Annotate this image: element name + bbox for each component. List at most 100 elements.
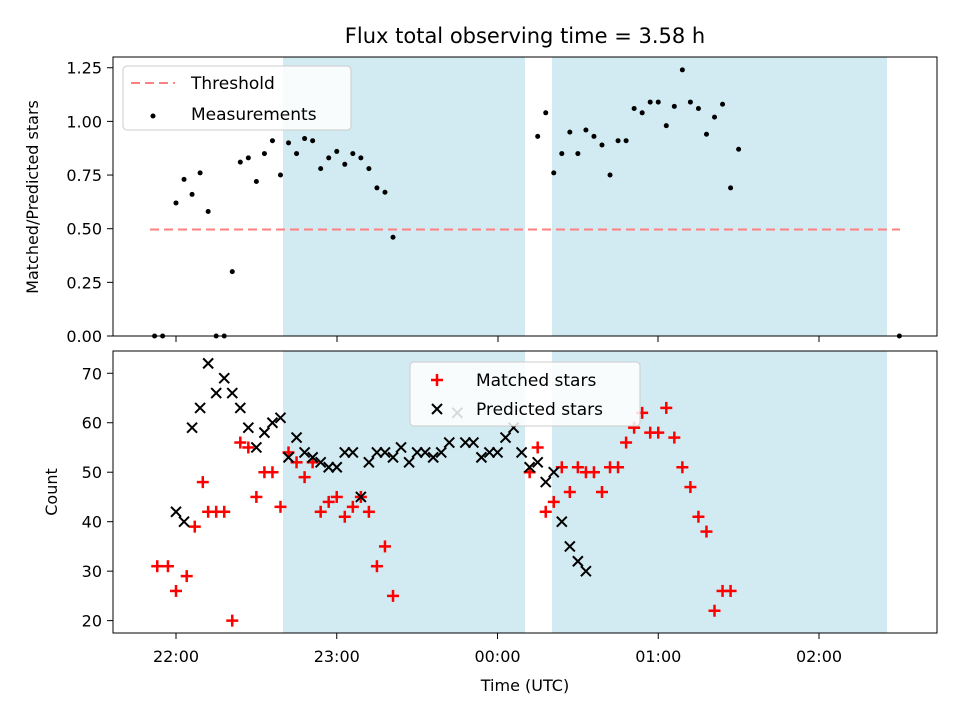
matched-point — [676, 461, 689, 474]
measurement-point — [639, 110, 645, 116]
matched-point — [266, 466, 279, 479]
matched-point — [595, 486, 608, 498]
predicted-point — [274, 412, 287, 424]
legend-measurements-swatch — [150, 113, 156, 119]
predicted-point — [475, 451, 488, 464]
predicted-point — [540, 476, 552, 488]
measurement-point — [366, 166, 372, 172]
measurement-point — [269, 138, 275, 144]
bottom-x-ticks: 22:00 23:00 00:00 01:00 02:00 — [153, 633, 842, 666]
predicted-point — [226, 387, 238, 399]
measurement-point — [695, 106, 701, 112]
measurement-point — [261, 151, 267, 157]
matched-point — [330, 490, 343, 503]
bottom-y-tick-label: 20 — [82, 612, 102, 631]
predicted-point — [298, 446, 311, 459]
top-shade-2 — [552, 57, 887, 336]
bottom-y-tick-label: 70 — [82, 364, 102, 383]
matched-point — [563, 486, 576, 498]
predicted-point — [331, 461, 343, 473]
measurement-point — [277, 172, 283, 178]
bottom-y-axis-label: Count — [42, 468, 61, 516]
top-panel: 0.00 0.25 0.50 0.75 1.00 1.25 Flux total obse… — [23, 24, 938, 346]
matched-point — [387, 589, 400, 602]
matched-point — [234, 436, 247, 449]
matched-point — [314, 505, 327, 518]
legend-predicted-label: Predicted stars — [476, 400, 603, 420]
matched-point — [250, 490, 263, 503]
matched-point — [571, 461, 584, 474]
predicted-point — [170, 506, 182, 518]
predicted-point — [186, 421, 198, 434]
predicted-point — [427, 451, 439, 464]
predicted-point — [499, 431, 512, 444]
top-y-tick-label: 0.75 — [66, 166, 102, 185]
top-axes-frame — [112, 56, 938, 337]
matched-point — [612, 461, 625, 474]
bottom-y-tick-label: 60 — [82, 414, 102, 433]
matched-point — [196, 476, 209, 489]
measurement-point — [647, 99, 653, 105]
x-axis-label: Time (UTC) — [480, 676, 569, 695]
predicted-point — [250, 441, 263, 454]
bottom-y-ticks: 20 30 40 50 60 70 — [82, 364, 113, 631]
predicted-point — [564, 540, 576, 553]
top-y-tick-label: 0.25 — [66, 273, 102, 292]
measurement-point — [189, 191, 195, 197]
matched-point — [218, 505, 231, 518]
measurement-point — [663, 123, 669, 129]
predicted-point — [379, 446, 391, 459]
matched-point — [652, 426, 665, 439]
bottom-y-tick-label: 30 — [82, 562, 102, 581]
predicted-point — [242, 421, 255, 434]
matched-point — [338, 510, 351, 523]
measurement-point — [350, 151, 356, 157]
matched-point — [531, 441, 544, 454]
measurement-point — [559, 151, 565, 157]
measurement-point — [197, 170, 203, 176]
measurement-point — [358, 155, 364, 161]
predicted-point — [556, 515, 568, 528]
measurement-point — [583, 127, 589, 133]
predicted-point — [467, 436, 480, 449]
measurement-point — [334, 148, 340, 154]
measurement-point — [390, 234, 396, 240]
predicted-point — [347, 446, 359, 459]
matched-point — [322, 495, 335, 508]
predicted-point — [443, 436, 455, 449]
measurement-point — [567, 129, 573, 135]
predicted-point — [202, 357, 214, 370]
top-x-ticks — [175, 336, 820, 342]
predicted-point — [491, 446, 504, 459]
measurement-point — [302, 136, 308, 142]
measurement-point — [591, 133, 597, 139]
measurement-point — [551, 170, 557, 176]
matched-point — [724, 584, 737, 597]
x-tick-label: 22:00 — [153, 647, 199, 666]
bottom-legend: Matched stars Predicted stars — [409, 361, 641, 427]
predicted-point — [523, 461, 536, 473]
predicted-point — [210, 387, 222, 399]
measurement-point — [599, 142, 605, 148]
predicted-point — [266, 417, 279, 429]
matched-point — [587, 466, 600, 479]
matched-point — [378, 540, 391, 553]
x-tick-label: 02:00 — [796, 647, 842, 666]
predicted-point — [290, 431, 303, 444]
predicted-point — [178, 515, 190, 528]
predicted-point — [306, 451, 319, 464]
predicted-point — [194, 402, 206, 414]
legend-matched-swatch — [431, 374, 443, 386]
legend-predicted-swatch — [431, 403, 443, 415]
matched-point — [692, 510, 705, 523]
matched-point — [242, 441, 255, 454]
matched-point — [708, 604, 721, 617]
measurement-point — [728, 185, 734, 191]
bottom-axes-frame — [112, 350, 938, 634]
measurement-point — [294, 151, 300, 157]
predicted-point — [234, 402, 247, 414]
predicted-point — [435, 446, 447, 459]
predicted-point — [314, 456, 327, 469]
bottom-y-tick-label: 50 — [82, 463, 102, 482]
measurement-point — [245, 155, 251, 161]
